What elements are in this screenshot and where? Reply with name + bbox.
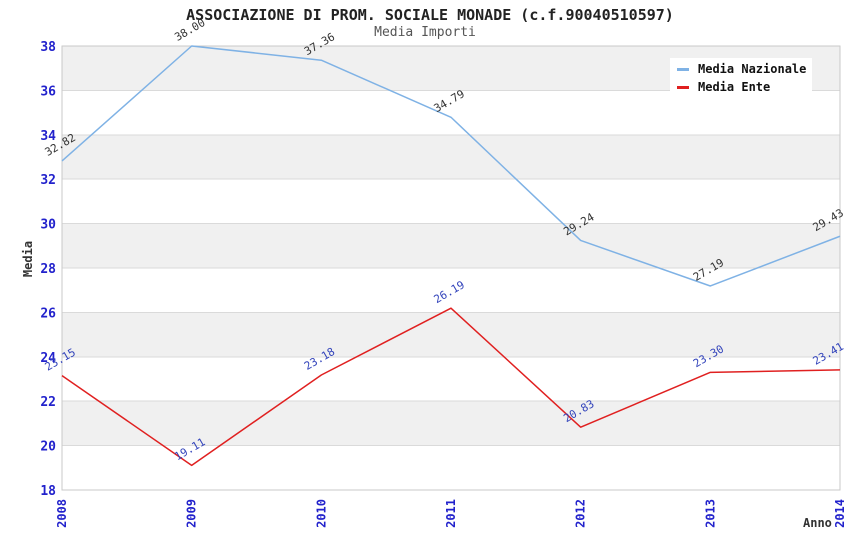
- legend-line-marker-ente: [677, 86, 689, 89]
- chart-subtitle: Media Importi: [374, 25, 476, 40]
- x-tick-label: 2012: [574, 499, 588, 528]
- x-tick-label: 2011: [444, 499, 458, 528]
- y-tick-label: 20: [40, 440, 56, 455]
- x-tick-label: 2010: [314, 499, 328, 528]
- y-tick-label: 32: [40, 173, 56, 188]
- y-tick-label: 24: [40, 351, 56, 366]
- plot-band: [62, 312, 840, 357]
- x-tick-label: 2009: [185, 499, 199, 528]
- series-line-media-ente: [61, 307, 841, 467]
- series-line-media-nazionale: [61, 45, 841, 287]
- y-tick-label: 26: [40, 306, 56, 321]
- y-tick-label: 28: [40, 262, 56, 277]
- legend-item-media-nazionale: Media Nazionale: [677, 62, 812, 77]
- point-label: 34.79: [432, 87, 467, 115]
- y-tick-label: 34: [40, 129, 56, 144]
- legend-line-marker-nazionale: [677, 68, 689, 71]
- legend-label-media-ente: Media Ente: [698, 80, 771, 94]
- legend: Media Nazionale Media Ente: [670, 58, 812, 96]
- legend-item-media-ente: Media Ente: [677, 80, 812, 95]
- x-tick-label: 2008: [55, 499, 69, 528]
- y-tick-label: 38: [40, 40, 56, 55]
- plot-band: [62, 223, 840, 268]
- y-tick-label: 22: [40, 395, 56, 410]
- x-tick-label: 2014: [833, 499, 847, 528]
- legend-label-media-nazionale: Media Nazionale: [698, 62, 807, 76]
- x-axis-title: Anno: [803, 516, 832, 530]
- plot-band: [62, 134, 840, 180]
- chart-title: ASSOCIAZIONE DI PROM. SOCIALE MONADE (c.…: [186, 6, 674, 24]
- y-tick-label: 36: [40, 84, 56, 99]
- x-tick-label: 2013: [703, 499, 717, 528]
- y-tick-label: 30: [40, 218, 56, 233]
- y-axis-title: Media: [21, 240, 35, 278]
- plot-band: [62, 401, 840, 446]
- plot-border: [61, 45, 841, 491]
- y-tick-label: 18: [40, 484, 56, 499]
- point-label: 26.19: [432, 278, 467, 306]
